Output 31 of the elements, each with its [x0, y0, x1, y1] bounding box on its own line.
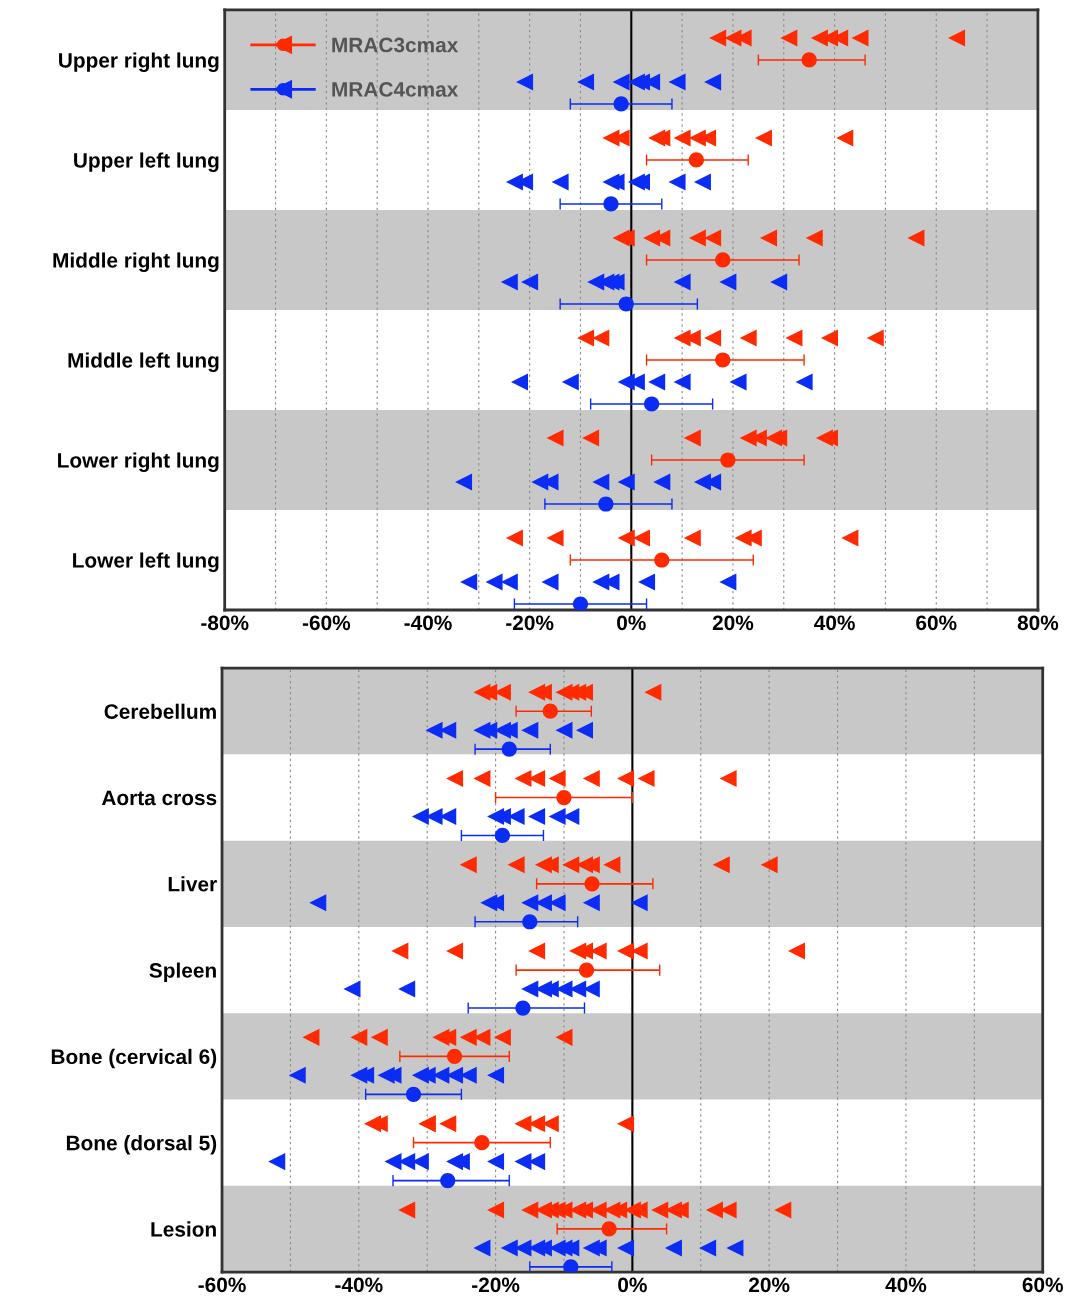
y-tick-label: Bone (cervical 6) — [51, 1048, 217, 1069]
x-tick-label: 0% — [617, 615, 646, 631]
y-tick-label: Aorta cross — [101, 790, 217, 806]
x-tick-label: -20% — [506, 615, 554, 631]
x-tick-label: 60% — [1022, 1277, 1064, 1293]
legend-label: MRAC4cmax — [332, 82, 459, 97]
y-tick-label: Middle right lung — [53, 252, 219, 272]
y-tick-label: Upper left lung — [74, 152, 219, 172]
y-tick-label: Middle left lung — [68, 352, 219, 372]
y-tick-label: Cerebellum — [104, 703, 216, 719]
y-tick-label: Liver — [168, 876, 217, 892]
x-tick-label: 60% — [916, 615, 957, 631]
x-tick-label: -20% — [472, 1277, 520, 1293]
x-tick-label: -40% — [404, 615, 452, 631]
x-tick-label: 40% — [814, 615, 855, 631]
x-tick-label: 80% — [1017, 615, 1059, 631]
y-tick-label: Lower right lung — [58, 452, 219, 472]
x-tick-label: 0% — [618, 1277, 647, 1293]
x-tick-label: 40% — [885, 1277, 927, 1293]
y-tick-label: Bone (dorsal 5) — [66, 1135, 217, 1155]
y-tick-label: Lower left lung — [73, 552, 219, 572]
x-tick-label: -40% — [335, 1277, 383, 1293]
y-tick-label: Spleen — [149, 962, 216, 982]
x-tick-label: -60% — [302, 615, 351, 631]
x-tick-label: 20% — [712, 615, 754, 631]
x-tick-label: 20% — [749, 1277, 790, 1293]
x-tick-label: -60% — [198, 1277, 246, 1293]
y-tick-label: Upper right lung — [59, 52, 219, 72]
legend-label: MRAC3cmax — [332, 37, 459, 53]
x-tick-label: -80% — [201, 615, 249, 631]
y-tick-label: Lesion — [151, 1221, 216, 1237]
